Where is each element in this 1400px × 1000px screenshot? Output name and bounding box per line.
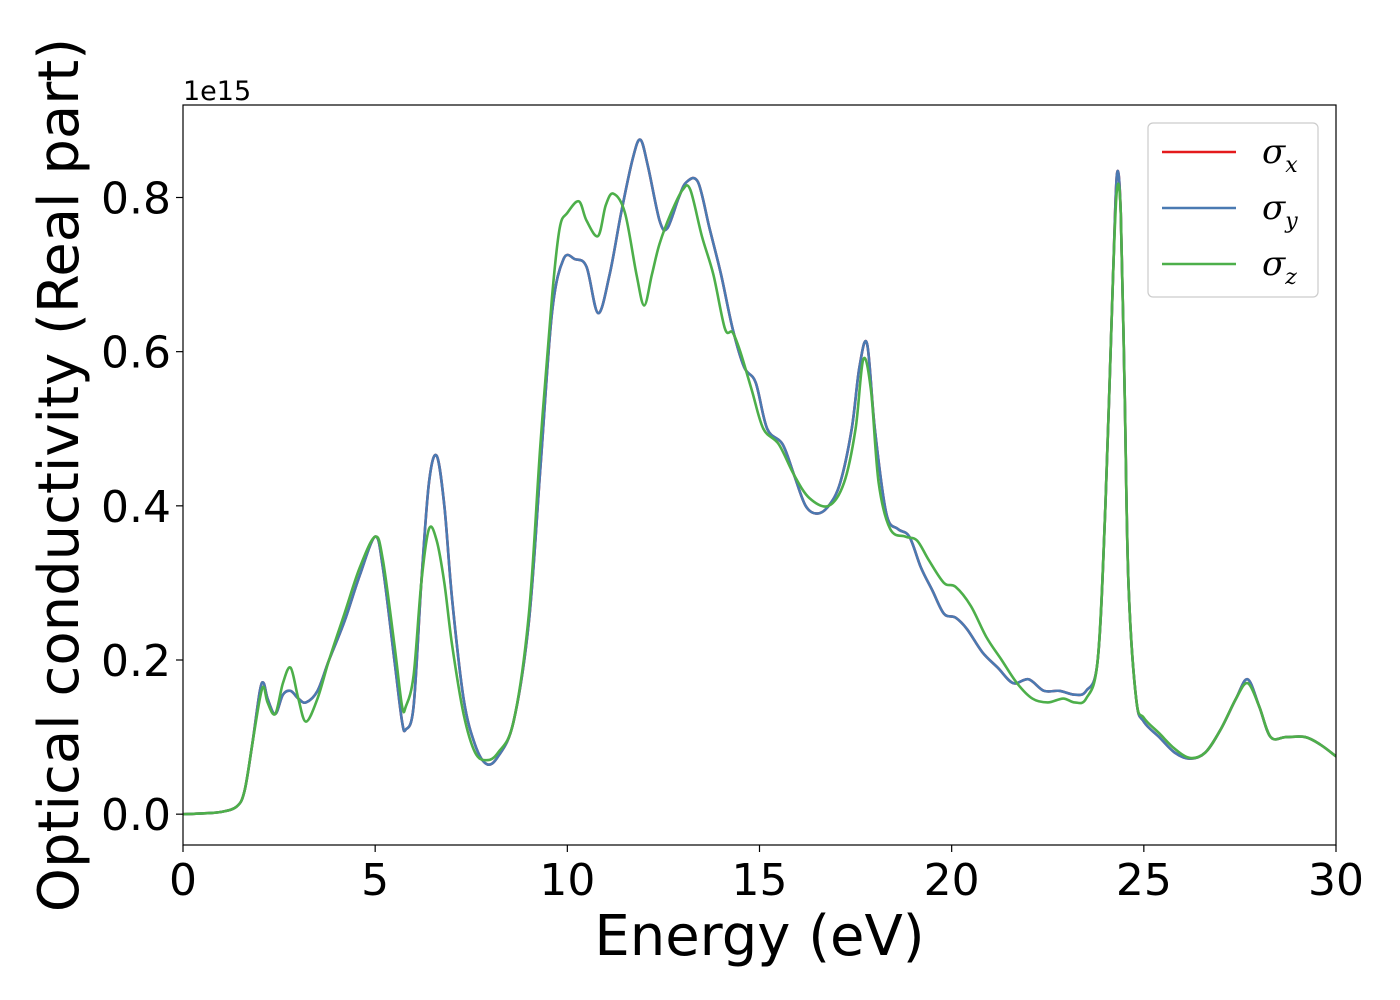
y-tick-label: 0.4 (101, 482, 171, 533)
y-offset-label: 1e15 (183, 76, 251, 107)
x-tick-label: 5 (361, 855, 389, 906)
x-tick-label: 25 (1116, 855, 1172, 906)
y-axis-title: Optical conductivity (Real part) (27, 38, 92, 912)
legend-label-y: σy (1262, 188, 1298, 234)
y-tick-label: 0.2 (101, 636, 171, 687)
legend-box (1147, 122, 1319, 298)
legend-label-x: σx (1262, 132, 1298, 178)
series-layer (183, 138, 1336, 816)
x-tick-label: 15 (732, 855, 788, 906)
x-tick-label: 30 (1308, 855, 1364, 906)
x-tick-label: 10 (539, 855, 595, 906)
series-line-z (183, 182, 1336, 816)
x-tick-label: 20 (924, 855, 980, 906)
legend: σx σy σz (1147, 122, 1319, 298)
legend-label-z: σz (1262, 244, 1297, 290)
ticks-layer: 0 5 10 15 20 25 30 0.0 0.2 0.4 0.6 0.8 (101, 174, 1364, 907)
x-axis-title: Energy (eV) (594, 904, 924, 969)
y-tick-label: 0.0 (101, 790, 171, 841)
y-tick-label: 0.6 (101, 328, 171, 379)
x-tick-label: 0 (169, 855, 197, 906)
y-tick-label: 0.8 (101, 174, 171, 225)
